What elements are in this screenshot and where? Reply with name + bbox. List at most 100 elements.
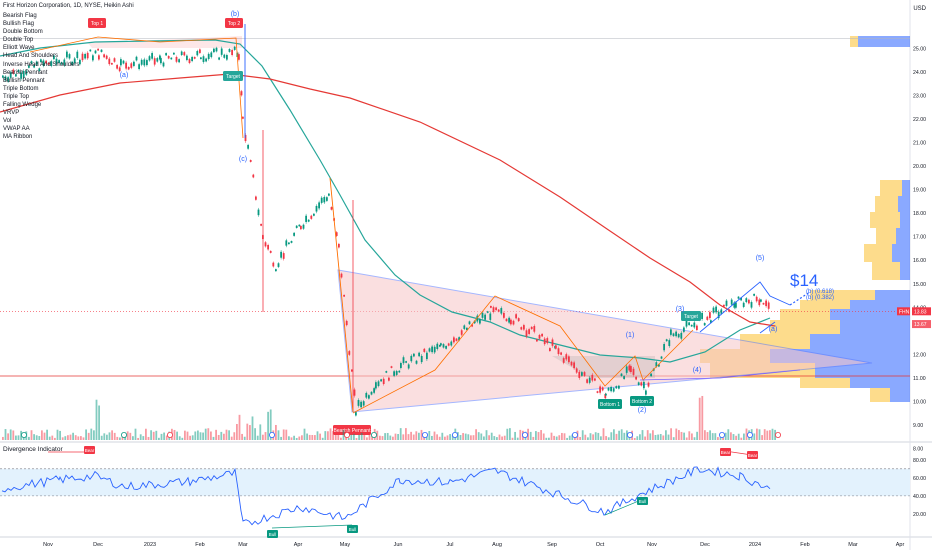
- volume-bar: [176, 431, 178, 440]
- candle: [690, 324, 693, 327]
- volume-profile-up: [800, 300, 850, 309]
- candle: [9, 72, 12, 78]
- indicator-item[interactable]: VRVP: [3, 110, 20, 117]
- event-marker-icon: [627, 431, 634, 438]
- volume-bar: [7, 433, 9, 440]
- volume-profile-down: [815, 363, 910, 378]
- volume-bar: [327, 431, 329, 440]
- volume-bar: [379, 435, 381, 440]
- indicator-item[interactable]: VWAP AA: [3, 126, 30, 133]
- indicator-item[interactable]: Bearish Flag: [3, 13, 37, 19]
- candle: [599, 386, 601, 393]
- bull-tag: Bull: [637, 497, 648, 505]
- volume-bar: [535, 431, 537, 440]
- event-marker-icon: [268, 431, 275, 438]
- candle: [604, 394, 607, 399]
- volume-bar: [12, 430, 15, 440]
- candle: [199, 49, 201, 53]
- candle: [643, 381, 645, 389]
- volume-bar: [532, 436, 535, 440]
- indicator-item[interactable]: Bullish Flag: [3, 21, 35, 28]
- volume-bar: [558, 435, 561, 440]
- indicator-item[interactable]: Triple Bottom: [3, 85, 39, 92]
- indicator-item[interactable]: Bullish Pennant: [3, 77, 45, 84]
- volume-bar: [54, 437, 56, 440]
- candle: [476, 315, 479, 322]
- volume-bar: [561, 432, 563, 440]
- volume-bar: [618, 430, 620, 440]
- candle: [12, 69, 15, 74]
- indicator-item[interactable]: Vol: [3, 118, 12, 125]
- volume-profile-up: [770, 320, 840, 334]
- candle: [497, 309, 500, 312]
- candle: [612, 388, 615, 392]
- volume-bar: [360, 432, 363, 440]
- candle: [79, 59, 81, 65]
- volume-bar: [462, 433, 464, 440]
- volume-bar: [602, 428, 605, 440]
- price-target-label: $14: [790, 271, 818, 290]
- indicator-item[interactable]: Inverse Head And Shoulders: [3, 61, 80, 68]
- wave-label-1: (1): [626, 332, 635, 339]
- volume-bar: [82, 437, 85, 440]
- volume-bar: [381, 436, 384, 440]
- candle: [450, 341, 453, 346]
- wave-label-5: (5): [756, 255, 765, 262]
- indicator-item[interactable]: Double Top: [3, 37, 34, 44]
- indicator-item[interactable]: Triple Top: [3, 93, 30, 100]
- indicator-item[interactable]: MA Ribbon: [3, 134, 33, 141]
- volume-bar: [441, 432, 444, 440]
- volume-bar: [667, 434, 670, 440]
- candle: [362, 401, 365, 406]
- candle: [407, 364, 410, 369]
- volume-bar: [548, 437, 550, 440]
- volume-profile-down: [875, 290, 910, 300]
- volume-bar: [652, 430, 654, 440]
- candle: [735, 302, 737, 308]
- volume-bar: [212, 436, 215, 440]
- event-marker-icon: [370, 431, 377, 438]
- volume-profile-down: [900, 262, 910, 280]
- volume-bar: [704, 430, 706, 440]
- candle: [665, 339, 668, 342]
- candle: [395, 371, 398, 375]
- bull-tag-text: Bull: [639, 499, 647, 504]
- volume-bar: [316, 431, 319, 440]
- volume-bar: [376, 430, 379, 440]
- candle: [108, 58, 111, 65]
- candle: [709, 312, 711, 319]
- indicator-item[interactable]: Head And Shoulders: [3, 53, 59, 60]
- candle: [581, 372, 583, 376]
- candle: [385, 371, 388, 373]
- candle: [267, 245, 269, 250]
- candle: [560, 352, 562, 355]
- candle: [405, 361, 407, 363]
- volume-bar: [288, 436, 290, 440]
- bull-divergence-line: [271, 524, 353, 529]
- candle: [588, 377, 591, 383]
- indicator-item[interactable]: Falling Wedge: [3, 102, 42, 109]
- indicator-item[interactable]: Elliott Wave: [3, 45, 35, 52]
- indicator-item[interactable]: Bearish Pennant: [3, 69, 48, 76]
- indicator-item[interactable]: Double Bottom: [3, 29, 43, 36]
- bottom2-label-box: [630, 396, 654, 406]
- candle: [4, 76, 7, 81]
- volume-bar: [233, 432, 236, 440]
- candle: [105, 55, 108, 59]
- candle: [753, 293, 755, 296]
- wave-label-4: (4): [693, 367, 702, 374]
- candle: [543, 338, 546, 345]
- candle: [512, 320, 515, 325]
- candle: [400, 363, 402, 368]
- bearish-pennant-label: Bearish Pennant: [333, 425, 371, 435]
- currency-label[interactable]: USD: [913, 6, 926, 12]
- candle: [100, 49, 103, 52]
- target-right-label-box: [681, 311, 701, 321]
- volume-bar: [100, 435, 103, 440]
- candle: [50, 61, 53, 66]
- candle: [388, 377, 390, 381]
- candle: [433, 346, 436, 353]
- indicator-list[interactable]: Bearish Flag Bullish Flag Double Bottom Dou…: [3, 12, 79, 142]
